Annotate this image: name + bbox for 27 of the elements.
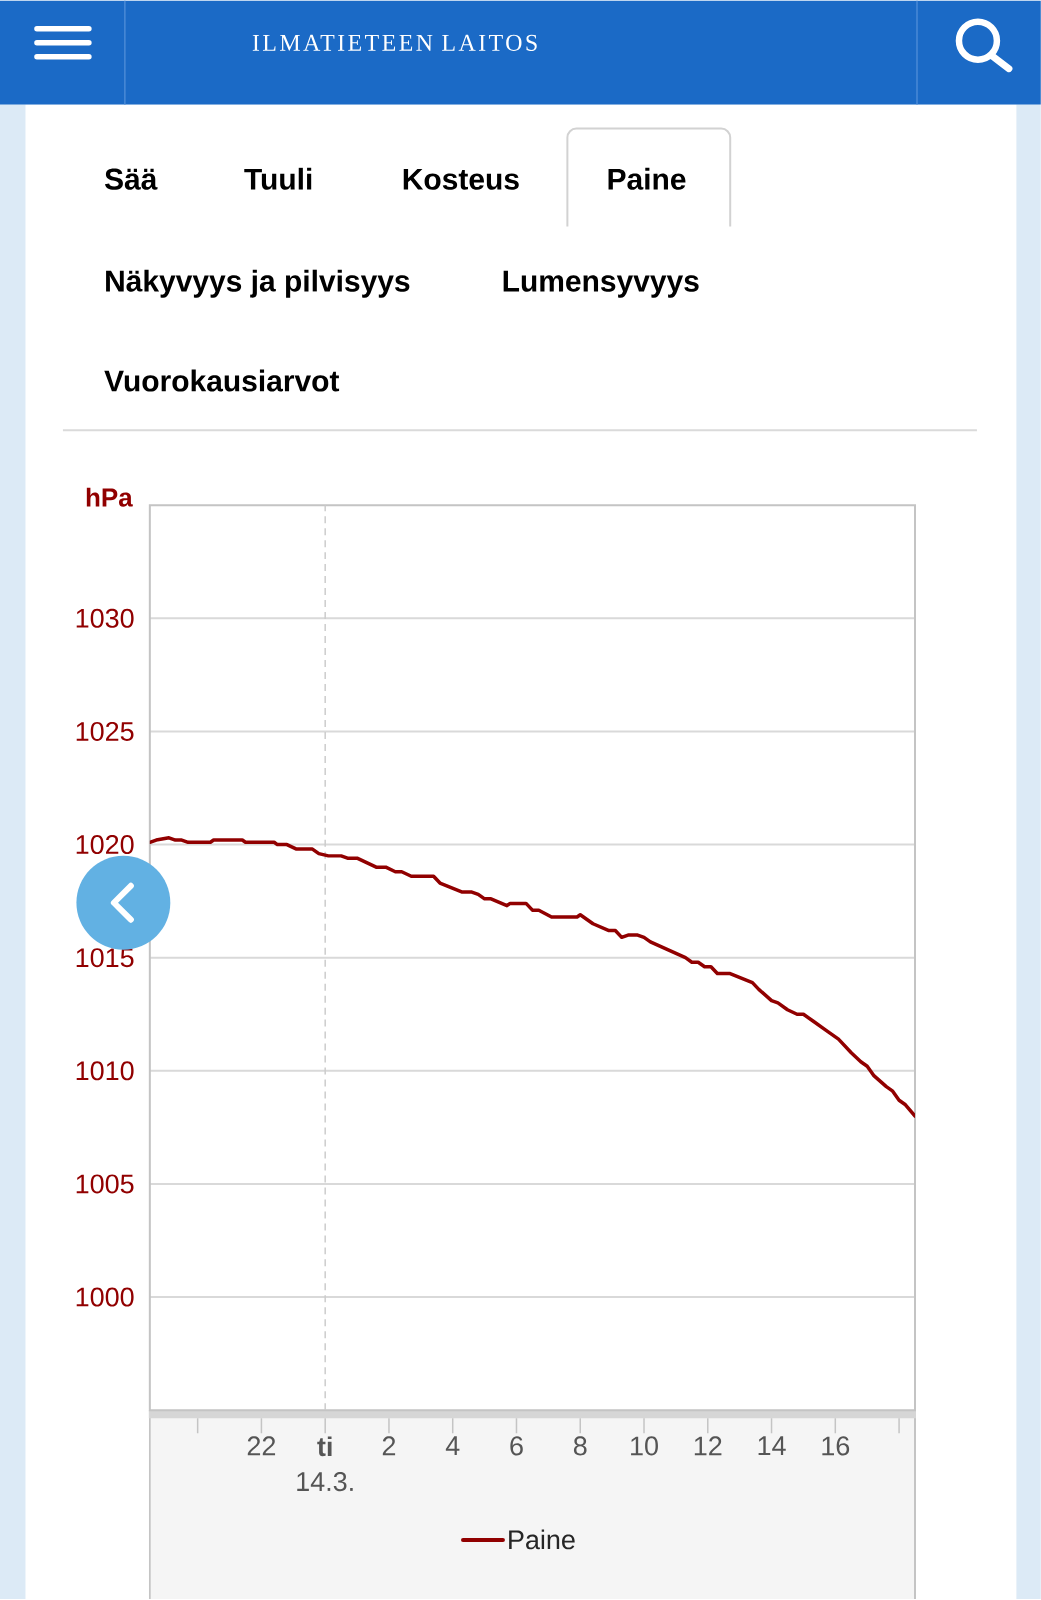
x-tick-label: 8 — [573, 1436, 587, 1456]
text: Kosteus — [403, 168, 519, 190]
y-tick-label: 1000 — [76, 1287, 134, 1307]
text: Tuuli — [244, 167, 312, 190]
y-tick-label: 1020 — [76, 835, 134, 855]
x-tick-label: 10 — [631, 1436, 659, 1456]
text: Lumensyvyys — [503, 270, 699, 298]
y-tick-label: 1015 — [76, 948, 134, 968]
y-tick-label: 1010 — [76, 1061, 134, 1081]
y-tick-label: 1025 — [76, 721, 134, 741]
x-tick-label: 22 — [247, 1436, 276, 1456]
text: ILMATIETEEN LAITOS — [252, 34, 537, 51]
x-tick-label: ti 14.3. — [297, 1436, 353, 1492]
y-tick-label: 1030 — [76, 608, 134, 628]
x-tick-label: 14 — [758, 1436, 786, 1455]
y-tick-label: 1005 — [76, 1174, 134, 1194]
legend-label: Paine — [509, 1529, 575, 1550]
text: Paine — [608, 167, 686, 190]
y-axis-title: hPa — [86, 487, 133, 507]
x-tick-label: 6 — [510, 1436, 523, 1456]
x-tick-label: 2 — [382, 1436, 396, 1456]
text: Näkyvyys ja pilvisyys — [106, 269, 410, 298]
x-tick-label: 12 — [694, 1436, 722, 1456]
x-tick-label: 16 — [822, 1436, 850, 1456]
text: Vuorokausiarvot — [104, 369, 340, 392]
x-tick-label: 4 — [445, 1436, 460, 1455]
text: Sää — [105, 168, 158, 190]
